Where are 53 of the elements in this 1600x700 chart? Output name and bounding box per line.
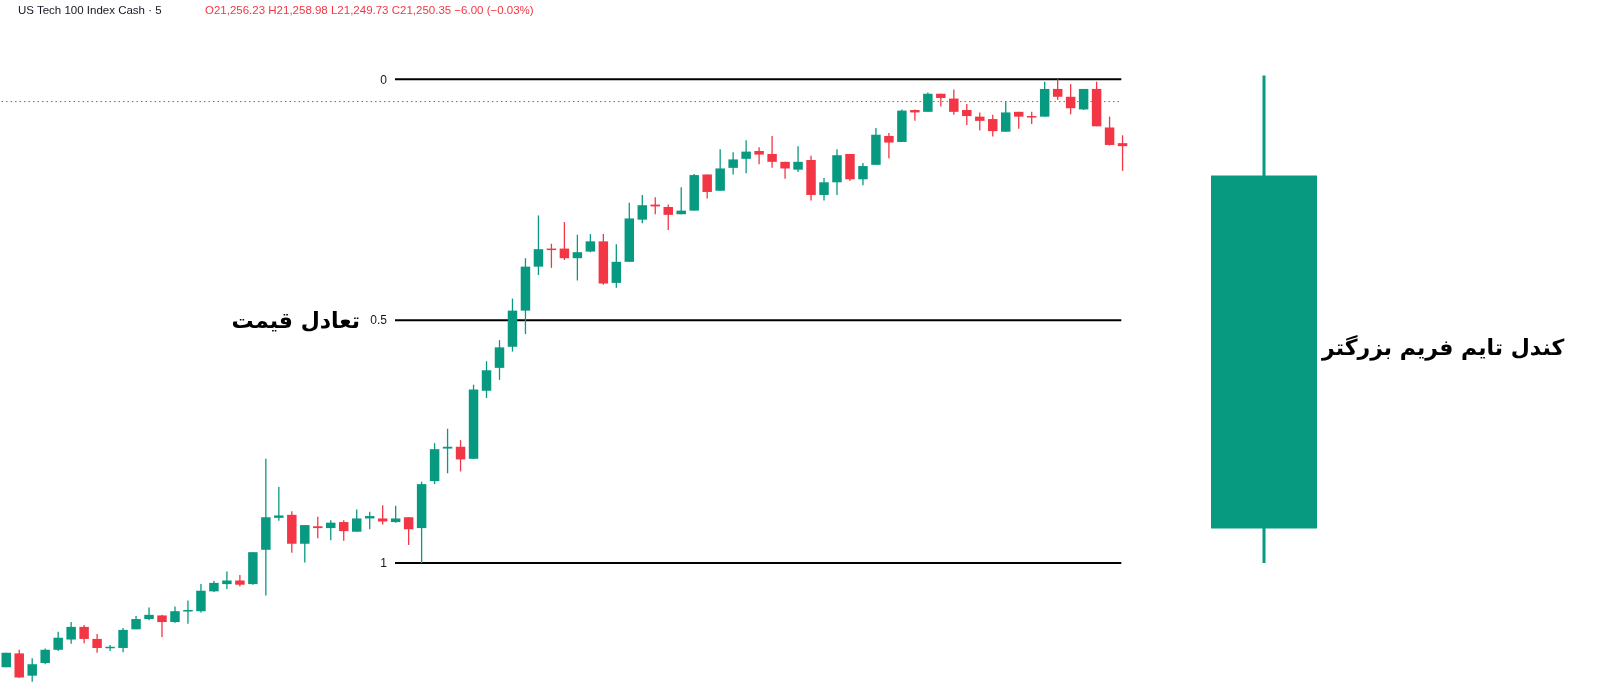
candlestick [715,148,725,192]
candlestick [754,146,764,165]
candlestick [975,111,985,132]
candlestick [767,135,777,169]
candlestick [1052,78,1063,101]
annotation: 1 [380,556,388,571]
candlestick [858,162,868,186]
candlestick [274,486,284,522]
candlestick [222,570,232,590]
annotation: تعادل قیمت [231,307,360,333]
candlestick [988,114,998,138]
candlestick [1001,100,1011,133]
candlestick [196,583,206,614]
candlestick [793,145,803,173]
candlestick [923,91,933,113]
candlestick [235,574,245,588]
candlestick [442,428,453,474]
candlestick [702,173,712,200]
candlestick [1104,116,1115,147]
chart-subtitle: O21,256.23 H21,258.98 L21,249.73 C21,250.35 −6.00 (−0.03%) [205,4,534,16]
candlestick [780,161,790,180]
candlestick [144,606,154,621]
candlestick [572,234,583,282]
candlestick [455,439,466,473]
candlestick [300,524,310,564]
candlestick [313,515,323,539]
candlestick [92,633,102,654]
candlestick [118,627,128,653]
candlestick [79,624,89,644]
text: کندل تایم فریم بزرگتر [1321,333,1565,361]
candlestick [962,103,972,126]
candlestick [819,177,829,202]
candlestick [351,508,362,533]
annotation: 0.5 [370,313,388,328]
annotation: 0 [380,72,388,87]
candlestick [884,132,894,159]
candlestick [27,657,37,683]
candlestick [533,214,544,276]
candlestick [66,621,76,645]
candlestick [1117,134,1128,172]
candlestick [741,139,751,174]
candlestick [728,151,738,176]
candlestick [663,203,673,231]
candlestick [53,631,63,652]
candlestick [403,516,414,546]
candlestick [611,243,622,289]
chart-title: US Tech 100 Index Cash · 5 [18,4,162,16]
candlestick [637,194,648,224]
candlestick [377,504,388,526]
candlestick [481,360,492,399]
candlestick [183,599,193,625]
candlestick [494,339,505,381]
candlestick [338,519,349,542]
